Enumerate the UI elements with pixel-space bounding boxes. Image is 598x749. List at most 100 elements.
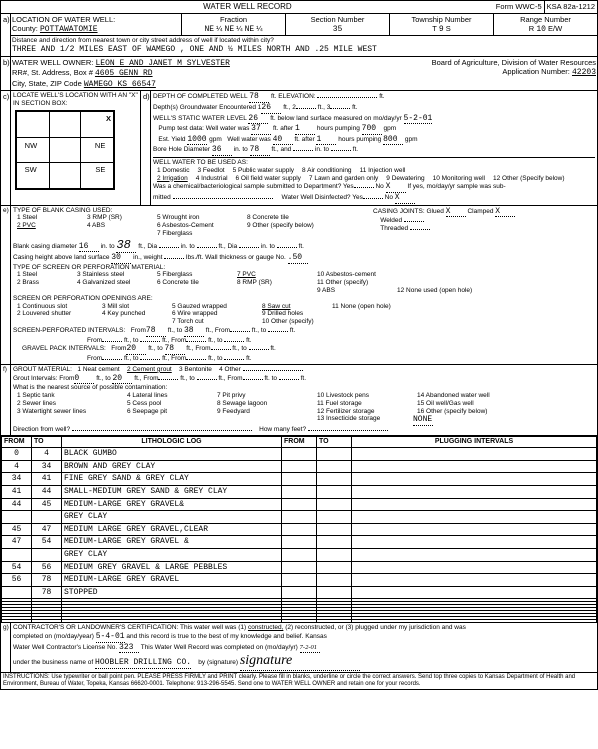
- c11: 11 Fuel storage: [313, 400, 413, 408]
- lithologic-table: FROM TO LITHOLOGIC LOG FROM TO PLUGGING …: [1, 436, 597, 624]
- clamped-x: X: [495, 207, 515, 218]
- go-other: [243, 370, 303, 371]
- comp-date: 5-4-01: [96, 632, 125, 643]
- table-row: 5678MEDIUM-LARGE GREY GRAVEL: [2, 574, 597, 587]
- gpi2f: [211, 349, 231, 350]
- nw: NW: [25, 141, 38, 150]
- wt: in., weight: [133, 254, 162, 261]
- th-from2: FROM: [282, 436, 317, 447]
- gi2f: [158, 379, 178, 380]
- section-f: f) GROUT MATERIAL: 1 Neat cement 2 Cemen…: [1, 365, 597, 436]
- c14: 14 Abandoned water well: [413, 392, 494, 400]
- gpi3f: [102, 359, 122, 360]
- use-4: 4 Industrial: [192, 175, 232, 183]
- sub-date: [173, 198, 273, 199]
- gw2: [296, 108, 316, 109]
- chem-label: Was a chemical/bacteriological sample su…: [153, 183, 354, 190]
- gi-label: Grout Intervals:: [13, 375, 57, 382]
- hp1: hours pumping: [317, 125, 360, 132]
- joints-label: CASING JOINTS:: [373, 208, 425, 215]
- spi1f: 78: [146, 326, 166, 337]
- contam-label: What is the nearest source of possible c…: [13, 384, 167, 391]
- dist-label: Distance and direction from nearest town…: [12, 37, 596, 45]
- so-4: 4 Galvanized steel: [73, 279, 153, 287]
- threaded-v: [410, 229, 430, 230]
- depth-label: DEPTH OF COMPLETED WELL: [153, 93, 247, 100]
- section-b: b) WATER WELL OWNER: LEON E AND JANET M …: [1, 57, 597, 92]
- use-10: 10 Monitoring well: [429, 175, 489, 183]
- use-6: 6 Oil field water supply: [232, 175, 305, 183]
- c15: 15 Oil well/Gas well: [413, 400, 478, 408]
- so-8: 8 RMP (SR): [233, 279, 313, 287]
- chem-txt: If yes, mo/day/yr sample was sub-: [407, 183, 505, 190]
- form-no: Form WWC-5: [494, 1, 545, 13]
- static-label: WELL'S STATIC WATER LEVEL: [153, 115, 247, 122]
- signature: signature: [240, 653, 360, 671]
- c13: 13 Insecticide storage: [313, 415, 413, 426]
- cert2: (2) reconstructed, or (3) plugged under …: [285, 624, 466, 631]
- chl-label: Casing height above land surface: [13, 254, 109, 261]
- form-header: WATER WELL RECORD Form WWC-5 KSA 82a-121…: [1, 1, 597, 14]
- gpi2t: [249, 349, 269, 350]
- from1: From: [131, 327, 146, 334]
- chem-x: X: [386, 182, 406, 193]
- wall-v: .50: [288, 253, 308, 264]
- co-3: 3 RMP (SR): [83, 214, 153, 222]
- f2s: ¼: [236, 24, 242, 33]
- hp2: hours pumping: [338, 136, 381, 143]
- po-11: 11 None (open hole): [328, 303, 395, 311]
- board: Board of Agriculture, Division of Water …: [432, 58, 596, 67]
- static-date: 5-2-01: [404, 114, 433, 125]
- feet-val: [308, 430, 388, 431]
- go-3: 3 Bentonite: [179, 366, 212, 373]
- co-2: 2 PVC: [13, 222, 83, 230]
- table-row: 4445MEDIUM-LARGE GREY GRAVEL&: [2, 498, 597, 511]
- city-label: City, State, ZIP Code: [12, 79, 82, 88]
- bcd4: [197, 247, 217, 248]
- ksa: KSA 82a-1212: [545, 1, 597, 13]
- po-10: 10 Other (specify): [258, 318, 318, 326]
- co-8: 8 Concrete tile: [243, 214, 293, 222]
- po-7: 7 Torch cut: [168, 318, 258, 326]
- c7: 7 Pit privy: [213, 392, 313, 400]
- app-label: Application Number:: [502, 67, 570, 76]
- rng-ew: E/W: [548, 24, 562, 33]
- constructed: constructed,: [248, 624, 283, 631]
- loc-label: LOCATION OF WATER WELL:: [12, 15, 180, 24]
- static-txt: ft. below land surface measured on mo/da…: [270, 115, 402, 122]
- screen-label: TYPE OF SCREEN OR PERFORATION MATERIAL:: [13, 264, 165, 271]
- dis-x: X: [395, 193, 415, 204]
- instructions: INSTRUCTIONS: Use typewriter or ball poi…: [1, 672, 597, 689]
- co-7: 7 Fiberglass: [153, 230, 196, 238]
- gpi1t: 78: [165, 344, 185, 355]
- th-from: FROM: [2, 436, 32, 447]
- chl-val: 30: [111, 253, 131, 264]
- bcd1: 16: [79, 242, 99, 253]
- table-row: 5456MEDIUM GREY GRAVEL & LARGE PEBBLES: [2, 561, 597, 574]
- app-val: 42203: [572, 68, 596, 77]
- c4: 4 Lateral lines: [123, 392, 213, 400]
- section-col: Section Number 35: [285, 14, 389, 36]
- elev-label: ELEVATION:: [278, 93, 315, 100]
- spi2f: [230, 331, 250, 332]
- use-8: 8 Air conditioning: [298, 167, 356, 175]
- so-11: 11 Other (specify): [313, 279, 372, 287]
- bore4: [331, 150, 351, 151]
- ft1: ft.: [271, 93, 276, 100]
- cert3: and this record is true to the best of m…: [126, 633, 327, 640]
- sec-f-letter: f): [1, 365, 11, 435]
- so-9: 9 ABS: [313, 287, 393, 295]
- pump-label: Pump test data:: [158, 125, 204, 132]
- table-row: 4754MEDIUM-LARGE GREY GRAVEL &: [2, 536, 597, 549]
- section-cd: c) LOCATE WELL'S LOCATION WITH AN "X" IN…: [1, 91, 597, 205]
- twp-label: Township Number: [392, 15, 491, 24]
- f2: NE: [225, 25, 235, 34]
- bore1: 36: [212, 145, 232, 156]
- static-val: 26: [248, 114, 268, 125]
- spi3t: [140, 341, 160, 342]
- th-log: LITHOLOGIC LOG: [62, 436, 282, 447]
- po-5: 5 Gauzed wrapped: [168, 303, 258, 311]
- depth-val: 78: [249, 92, 269, 103]
- po-1: 1 Continuous slot: [13, 303, 98, 311]
- use-9: 9 Dewatering: [382, 175, 428, 183]
